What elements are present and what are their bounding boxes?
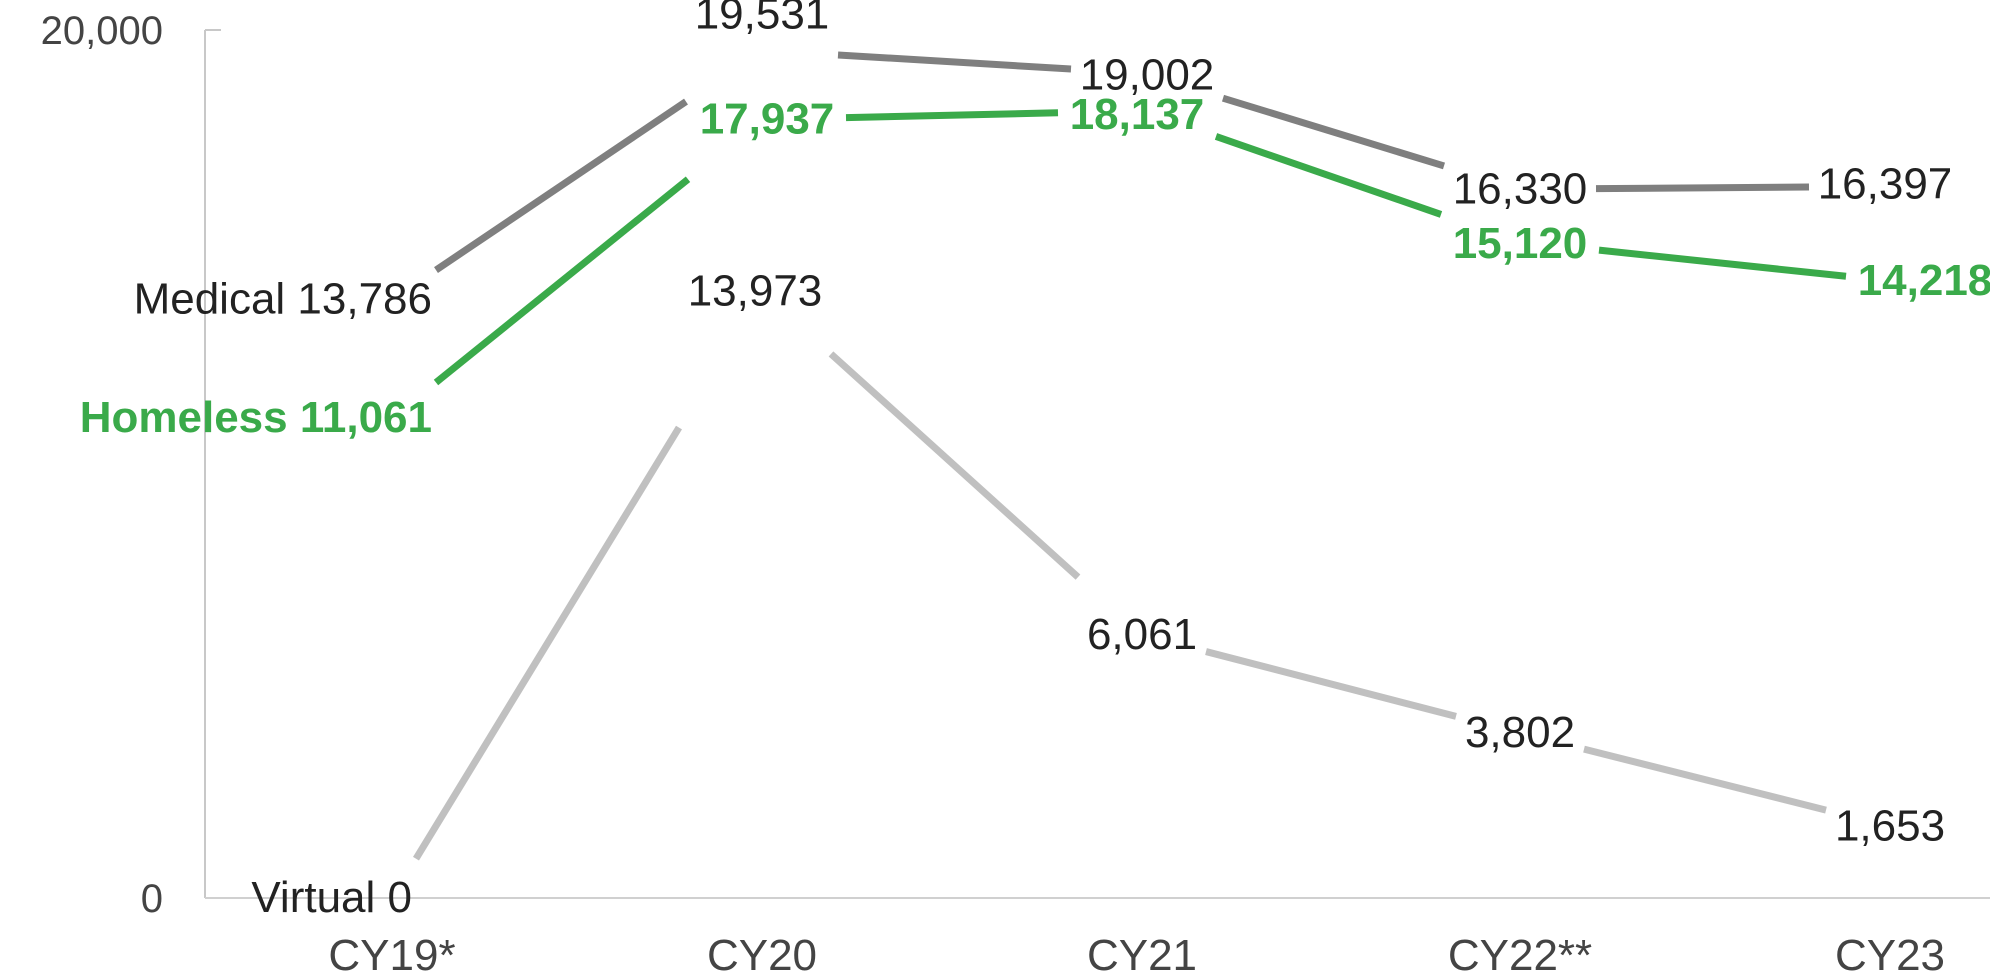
data-label-medical: 19,531 xyxy=(695,0,830,38)
data-label-homeless: 14,218 xyxy=(1858,256,1990,305)
series-line-homeless xyxy=(1598,246,1847,280)
data-label-homeless: 15,120 xyxy=(1453,219,1588,268)
series-line-medical xyxy=(1221,94,1446,170)
axes: 0 20,000 CY19* CY20 CY21 CY22** CY23 xyxy=(41,9,1990,977)
x-tick-label: CY20 xyxy=(707,931,817,977)
series-line-virtual xyxy=(1205,648,1457,720)
x-tick-label: CY19* xyxy=(328,931,455,977)
x-tick-label: CY21 xyxy=(1087,931,1197,977)
data-label-virtual: 13,973 xyxy=(688,267,823,316)
series-line-virtual xyxy=(1583,745,1827,814)
data-label-medical: 16,330 xyxy=(1453,164,1588,213)
series-line-homeless xyxy=(845,109,1059,122)
data-label-virtual: Virtual 0 xyxy=(251,873,412,922)
series-lines xyxy=(413,51,1847,861)
data-label-virtual: 6,061 xyxy=(1087,610,1197,659)
series-line-medical xyxy=(1595,183,1810,193)
data-labels: Medical 13,786 19,531 19,002 16,330 16,397 Ho… xyxy=(80,0,1990,922)
data-label-homeless: 18,137 xyxy=(1070,90,1205,139)
data-label-virtual: 1,653 xyxy=(1835,801,1945,850)
data-label-homeless: Homeless 11,061 xyxy=(80,393,432,442)
series-line-virtual xyxy=(828,351,1081,580)
series-line-virtual xyxy=(413,425,682,861)
data-label-medical: Medical 13,786 xyxy=(134,275,432,324)
series-line-medical xyxy=(837,51,1072,73)
series-line-homeless xyxy=(433,176,691,386)
data-label-homeless: 17,937 xyxy=(700,95,835,144)
y-tick-label: 20,000 xyxy=(41,9,163,53)
series-line-medical xyxy=(434,98,688,273)
y-tick-label: 0 xyxy=(141,877,163,921)
data-label-medical: 16,397 xyxy=(1818,159,1953,208)
x-tick-label: CY23 xyxy=(1835,931,1945,977)
data-label-medical: 19,002 xyxy=(1080,50,1215,99)
series-line-homeless xyxy=(1214,133,1443,218)
data-label-virtual: 3,802 xyxy=(1465,708,1575,757)
x-tick-label: CY22** xyxy=(1448,931,1592,977)
